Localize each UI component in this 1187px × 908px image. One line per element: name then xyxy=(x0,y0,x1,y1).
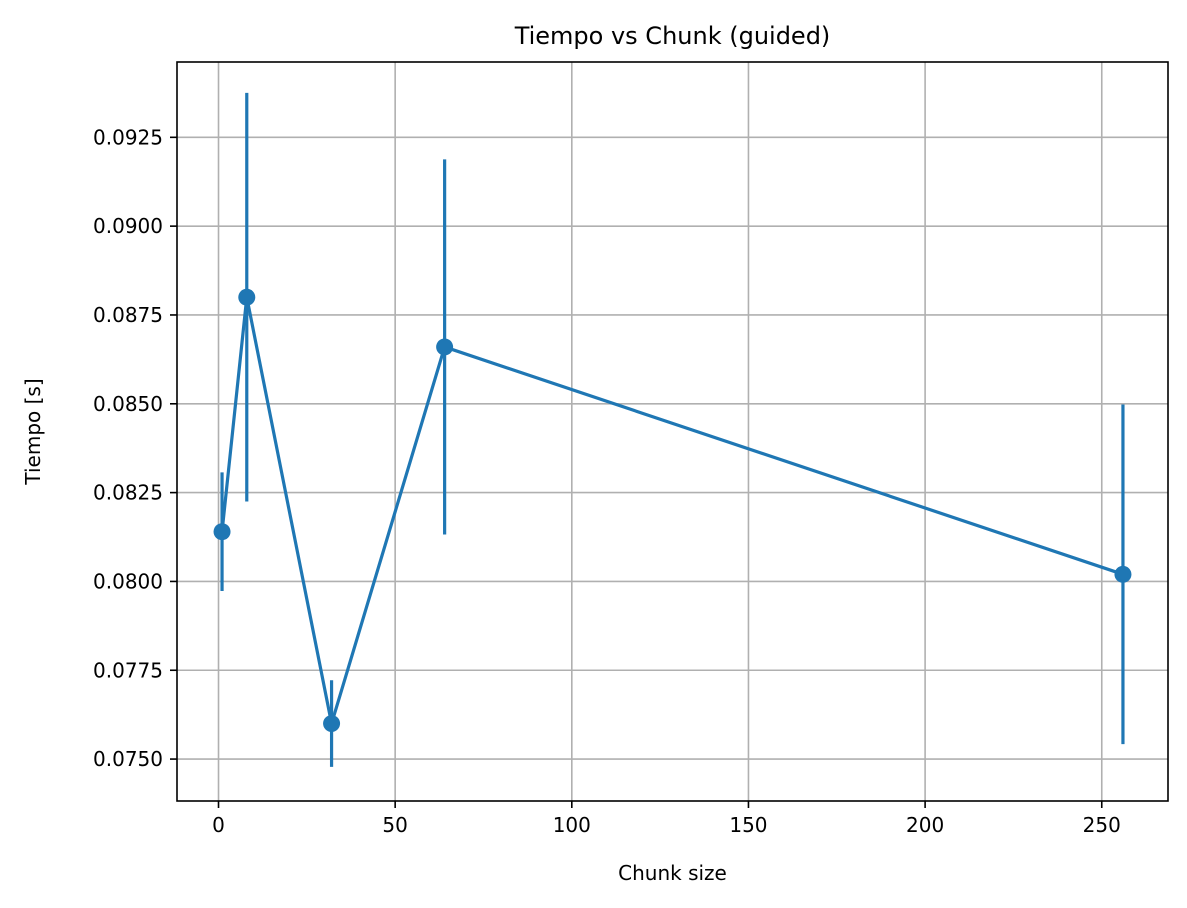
x-axis-ticks: 0 50 100 150 200 250 xyxy=(212,801,1121,837)
data-point xyxy=(1114,565,1132,583)
data-point xyxy=(436,338,454,356)
data-point xyxy=(213,523,231,541)
x-tick-label: 200 xyxy=(906,813,944,837)
x-tick-label: 100 xyxy=(553,813,591,837)
data-point xyxy=(323,715,341,733)
x-tick-label: 250 xyxy=(1083,813,1121,837)
plot-frame xyxy=(176,61,1169,802)
data-markers xyxy=(213,288,1132,733)
x-tick-label: 50 xyxy=(382,813,407,837)
x-tick-label: 150 xyxy=(729,813,767,837)
y-tick-label: 0.0750 xyxy=(93,747,163,771)
y-tick-label: 0.0775 xyxy=(93,658,163,682)
x-tick-label: 0 xyxy=(212,813,225,837)
y-tick-label: 0.0850 xyxy=(93,392,163,416)
y-tick-label: 0.0875 xyxy=(93,303,163,327)
y-axis-label: Tiempo [s] xyxy=(21,378,45,485)
grid xyxy=(177,62,1168,801)
y-axis-ticks: 0.0750 0.0775 0.0800 0.0825 0.0850 0.0875 0.09… xyxy=(93,125,177,771)
y-tick-label: 0.0900 xyxy=(93,214,163,238)
x-axis-label: Chunk size xyxy=(618,861,727,885)
y-tick-label: 0.0925 xyxy=(93,125,163,149)
chart-title: Tiempo vs Chunk (guided) xyxy=(514,22,831,50)
y-tick-label: 0.0800 xyxy=(93,569,163,593)
y-tick-label: 0.0825 xyxy=(93,481,163,505)
data-point xyxy=(238,288,256,306)
